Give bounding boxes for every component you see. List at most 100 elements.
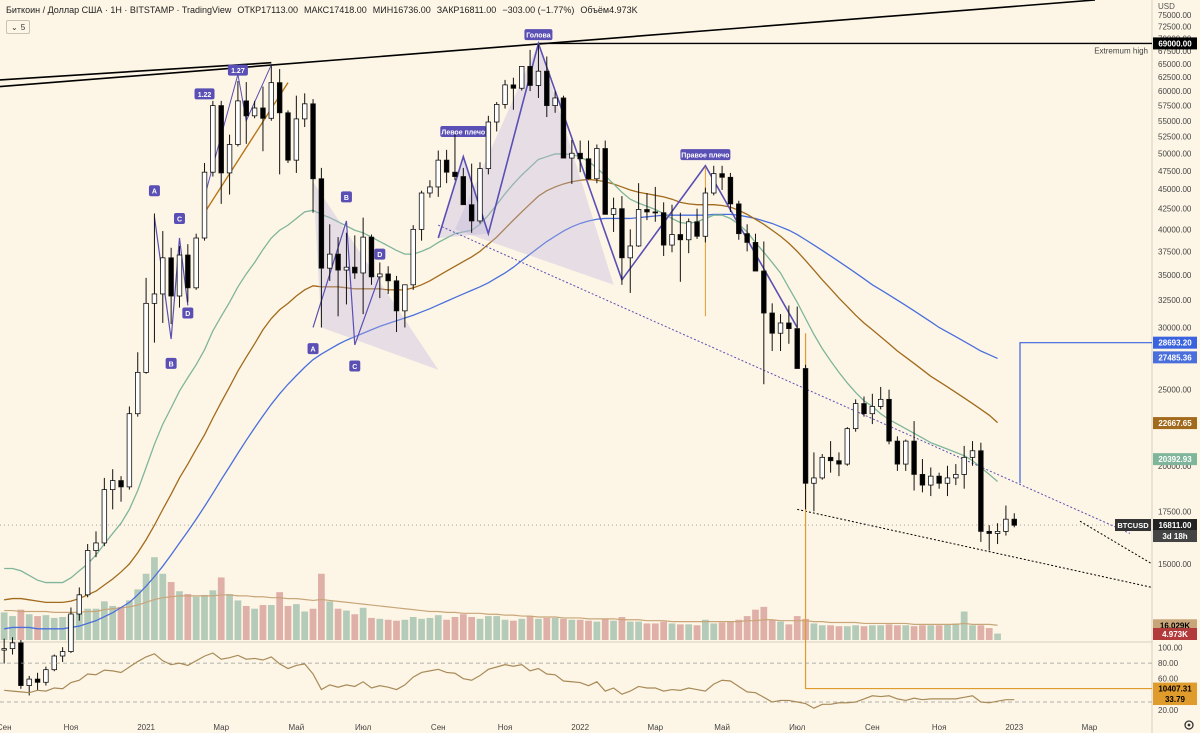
candle: [201, 162, 208, 241]
pattern-tag-text: D: [185, 311, 190, 318]
candle-body: [660, 212, 667, 246]
candle-body: [335, 253, 341, 271]
time-tick-label: Сен: [865, 723, 880, 732]
price-tick-label: 65000.00: [1158, 60, 1192, 69]
volume-bar: [301, 611, 309, 640]
volume-bar: [944, 624, 951, 640]
close-label: ЗАКР: [436, 5, 460, 15]
candle-body: [610, 208, 617, 215]
candle-body: [84, 550, 91, 596]
ma-mid-line: [4, 178, 998, 604]
close-value: 16811.00: [459, 5, 497, 15]
candle: [34, 672, 41, 691]
candle-body: [327, 253, 333, 269]
candle-body: [260, 107, 266, 119]
candle-body: [969, 450, 976, 458]
candle: [68, 607, 74, 654]
volume-label: Объём: [580, 5, 610, 15]
candle-body: [619, 208, 625, 259]
volume-bar: [518, 618, 526, 640]
candle-body: [986, 530, 992, 534]
candle-body: [560, 97, 567, 159]
blue-bracket: [1019, 342, 1152, 484]
candle-body: [443, 159, 450, 173]
oscillator-line: [4, 652, 1015, 709]
indicators-toggle[interactable]: ⌄ 5: [6, 20, 31, 34]
candle: [160, 231, 166, 323]
volume-bar: [735, 619, 743, 640]
candle: [585, 140, 592, 180]
candle: [986, 525, 992, 551]
pattern-tag-text: Левое плечо: [441, 129, 485, 136]
volume-bar: [676, 624, 684, 640]
volume-bar: [267, 605, 275, 640]
candle: [502, 79, 508, 109]
candle: [235, 81, 241, 147]
volume-bar: [17, 609, 25, 640]
price-badge-text: 16811.00: [1159, 521, 1192, 530]
candle: [135, 352, 141, 417]
candle: [360, 217, 366, 315]
pattern-tag-text: B: [169, 361, 174, 368]
volume-bar: [710, 623, 718, 640]
candle: [911, 421, 917, 491]
candle-body: [135, 371, 141, 415]
candle-body: [185, 254, 191, 289]
candle: [226, 134, 233, 195]
candle: [727, 172, 734, 212]
candle-body: [493, 104, 500, 123]
candle: [435, 150, 441, 197]
candle-body: [786, 322, 792, 330]
candle-body: [819, 456, 825, 479]
candle: [953, 464, 959, 486]
candle-body: [393, 280, 400, 312]
candle-body: [143, 302, 149, 373]
volume-bar: [568, 619, 576, 640]
candle: [686, 218, 692, 254]
candle: [919, 459, 926, 493]
candle-body: [201, 171, 208, 239]
volume-bar: [292, 604, 300, 640]
candle: [9, 637, 16, 655]
candle: [560, 95, 567, 159]
tag-fib-127: 1.27: [227, 64, 248, 76]
pattern-tag-bg: [349, 360, 361, 372]
volume-bar: [894, 625, 901, 640]
head-shade: [454, 43, 614, 285]
volume-bar: [167, 582, 175, 640]
candle: [635, 183, 642, 247]
settings-gear-icon[interactable]: [1184, 720, 1194, 730]
volume-bar: [927, 625, 935, 640]
price-labels: 69000.00 28693.20 27485.36 22667.65 20392.93…: [1115, 37, 1197, 706]
ohlc-close: ЗАКР16811.00: [437, 5, 497, 15]
candle: [752, 233, 759, 272]
volume-bar: [409, 617, 417, 640]
pattern-tag-text: Правое плечо: [681, 153, 729, 160]
time-tick-label: Мар: [1082, 723, 1098, 732]
volume-bar: [877, 625, 885, 640]
candle-body: [903, 440, 909, 465]
volume-bar: [126, 600, 133, 640]
volume-bar: [476, 618, 484, 640]
candle-body: [777, 322, 784, 334]
candle: [744, 224, 750, 252]
candle: [418, 190, 425, 241]
volume-bar: [359, 607, 367, 640]
price-badge-text: 16.029K: [1160, 621, 1190, 630]
candle: [393, 275, 400, 333]
volume-bar: [484, 616, 492, 640]
price-badge-text: 3d 18h: [1162, 532, 1187, 541]
volume-bar: [601, 618, 609, 640]
volume-value: 4.973K: [609, 5, 638, 15]
candle: [544, 56, 550, 118]
volume-bar: [860, 626, 868, 640]
volume-bar: [368, 617, 375, 640]
candle-body: [861, 403, 867, 415]
price-tick-label: 32500.00: [1158, 296, 1192, 305]
tag-head: Голова: [524, 29, 553, 41]
pattern-tag-text: 1.27: [231, 68, 245, 75]
price-tick-label: 35000.00: [1158, 271, 1192, 280]
countdown-badge: 3d 18h: [1153, 530, 1197, 543]
candle-body: [218, 105, 224, 174]
